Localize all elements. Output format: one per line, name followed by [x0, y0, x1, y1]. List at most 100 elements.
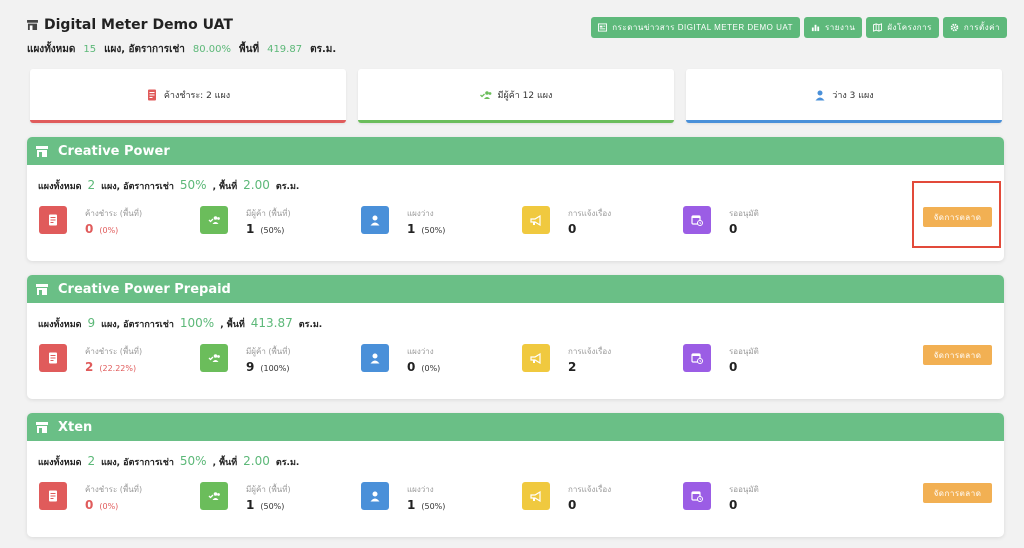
- market-area-value: 2.00: [243, 178, 270, 192]
- users-check-icon: [479, 90, 491, 99]
- complaints-metric-label: การแจ้งเรื่อง: [568, 485, 612, 494]
- pending-metric-label: รออนุมัติ: [729, 347, 759, 356]
- pending-metric: รออนุมัติ 0: [683, 206, 759, 236]
- complaints-metric-label: การแจ้งเรื่อง: [568, 209, 612, 218]
- pending-metric: รออนุมัติ 0: [683, 482, 759, 512]
- market-area-value: 413.87: [250, 316, 293, 330]
- market-card-xten: Xten แผงทั้งหมด 2 แผง, อัตราการเช่า 50% …: [27, 413, 1004, 537]
- market-total-label: แผงทั้งหมด: [38, 182, 82, 192]
- overdue-metric: ค้างชำระ (พื้นที่) 0 (0%): [39, 206, 142, 236]
- occupied-metric-label: มีผู้ค้า (พื้นที่): [246, 485, 291, 494]
- market-rate-value: 50%: [179, 178, 207, 192]
- news-board-button[interactable]: กระดานข่าวสาร DIGITAL METER DEMO UAT: [591, 17, 800, 38]
- store-icon: [36, 283, 48, 295]
- complaints-metric: การแจ้งเรื่อง 0: [522, 482, 611, 512]
- map-icon: [873, 23, 883, 32]
- store-icon: [27, 20, 38, 30]
- report-label: รายงาน: [825, 23, 856, 32]
- market-total-label: แผงทั้งหมด: [38, 458, 82, 468]
- report-button[interactable]: รายงาน: [804, 17, 863, 38]
- occupied-metric: มีผู้ค้า (พื้นที่) 1 (50%): [200, 482, 291, 512]
- megaphone-icon: [522, 344, 550, 372]
- overdue-card[interactable]: ค้างชำระ: 2 แผง: [30, 69, 346, 123]
- overdue-percent: (0%): [99, 502, 119, 511]
- pending-metric-label: รออนุมัติ: [729, 485, 759, 494]
- market-card-creative-power-prepaid: Creative Power Prepaid แผงทั้งหมด 9 แผง,…: [27, 275, 1004, 399]
- store-icon: [36, 145, 48, 157]
- settings-button[interactable]: การตั้งค่า: [942, 17, 1007, 38]
- users-check-icon: [200, 206, 228, 234]
- vacant-metric-label: แผงว่าง: [407, 347, 434, 356]
- overdue-percent: (0%): [99, 226, 119, 235]
- overall-summary: แผงทั้งหมด 15 แผง, อัตราการเช่า 80.00% พ…: [27, 42, 1007, 57]
- overdue-value: 2: [85, 360, 94, 374]
- newspaper-icon: [598, 23, 608, 32]
- occupied-metric-label: มีผู้ค้า (พื้นที่): [246, 209, 291, 218]
- vacant-percent: (50%): [421, 226, 446, 235]
- user-icon: [361, 206, 389, 234]
- pending-metric: รออนุมัติ 0: [683, 344, 759, 374]
- vacant-metric: แผงว่าง 0 (0%): [361, 344, 440, 374]
- overdue-card-label: ค้างชำระ: 2 แผง: [163, 90, 231, 101]
- manage-market-button[interactable]: จัดการตลาด: [923, 207, 992, 227]
- summary-area-label: พื้นที่: [239, 44, 260, 55]
- market-rate-label: แผง, อัตราการเช่า: [101, 458, 174, 468]
- overdue-metric-label: ค้างชำระ (พื้นที่): [85, 209, 143, 218]
- calendar-clock-icon: [683, 206, 711, 234]
- market-total-value: 2: [87, 178, 96, 192]
- market-total-value: 9: [87, 316, 96, 330]
- vacant-metric-label: แผงว่าง: [407, 209, 434, 218]
- project-map-button[interactable]: ผังโครงการ: [866, 17, 939, 38]
- overdue-metric-label: ค้างชำระ (พื้นที่): [85, 485, 143, 494]
- complaints-value: 2: [568, 360, 577, 374]
- vacant-metric: แผงว่าง 1 (50%): [361, 206, 445, 236]
- occupied-metric: มีผู้ค้า (พื้นที่) 9 (100%): [200, 344, 291, 374]
- user-icon: [361, 344, 389, 372]
- users-check-icon: [200, 344, 228, 372]
- summary-area-unit: ตร.ม.: [310, 44, 337, 55]
- overdue-metric: ค้างชำระ (พื้นที่) 0 (0%): [39, 482, 142, 512]
- bar-chart-icon: [811, 24, 820, 32]
- market-rate-value: 100%: [179, 316, 215, 330]
- invoice-icon: [39, 482, 67, 510]
- complaints-metric-label: การแจ้งเรื่อง: [568, 347, 612, 356]
- market-total-label: แผงทั้งหมด: [38, 320, 82, 330]
- manage-market-button[interactable]: จัดการตลาด: [923, 345, 992, 365]
- market-area-unit: ตร.ม.: [298, 320, 323, 330]
- overdue-metric: ค้างชำระ (พื้นที่) 2 (22.22%): [39, 344, 142, 374]
- overdue-percent: (22.22%): [99, 364, 137, 373]
- vacant-percent: (0%): [421, 364, 441, 373]
- vacant-card[interactable]: ว่าง 3 แผง: [686, 69, 1002, 123]
- market-total-value: 2: [87, 454, 96, 468]
- occupied-percent: (50%): [260, 226, 285, 235]
- overdue-metric-label: ค้างชำระ (พื้นที่): [85, 347, 143, 356]
- vacant-percent: (50%): [421, 502, 446, 511]
- occupied-card[interactable]: มีผู้ค้า 12 แผง: [358, 69, 674, 123]
- market-area-unit: ตร.ม.: [275, 182, 300, 192]
- manage-market-button[interactable]: จัดการตลาด: [923, 483, 992, 503]
- status-cards: ค้างชำระ: 2 แผง มีผู้ค้า 12 แผง ว่าง 3 แ…: [30, 69, 1002, 123]
- market-rate-value: 50%: [179, 454, 207, 468]
- users-check-icon: [200, 482, 228, 510]
- occupied-percent: (50%): [260, 502, 285, 511]
- summary-area-value: 419.87: [267, 44, 303, 55]
- vacant-metric: แผงว่าง 1 (50%): [361, 482, 445, 512]
- gear-icon: [950, 23, 959, 32]
- invoice-icon: [39, 344, 67, 372]
- vacant-value: 0: [407, 360, 416, 374]
- market-header: Creative Power: [27, 137, 1004, 165]
- market-name: Creative Power: [58, 143, 170, 159]
- market-rate-label: แผง, อัตราการเช่า: [101, 182, 174, 192]
- market-summary: แผงทั้งหมด 2 แผง, อัตราการเช่า 50% , พื้…: [38, 178, 299, 193]
- market-card-creative-power: Creative Power แผงทั้งหมด 2 แผง, อัตรากา…: [27, 137, 1004, 261]
- project-map-label: ผังโครงการ: [887, 23, 932, 32]
- occupied-value: 1: [246, 222, 255, 236]
- vacant-metric-label: แผงว่าง: [407, 485, 434, 494]
- pending-value: 0: [729, 222, 738, 236]
- vacant-card-label: ว่าง 3 แผง: [832, 90, 874, 101]
- overdue-value: 0: [85, 222, 94, 236]
- market-area-label: , พื้นที่: [212, 182, 238, 192]
- occupied-card-label: มีผู้ค้า 12 แผง: [497, 90, 553, 101]
- occupied-value: 1: [246, 498, 255, 512]
- market-rate-label: แผง, อัตราการเช่า: [101, 320, 174, 330]
